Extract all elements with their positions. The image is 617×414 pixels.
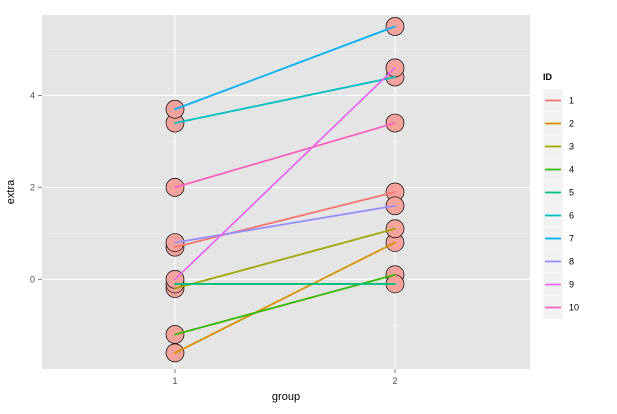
legend-label: 1 xyxy=(569,96,574,106)
y-axis-ticks: 0 2 4 xyxy=(30,90,42,284)
legend-title: ID xyxy=(543,72,553,82)
x-axis-title: group xyxy=(272,391,300,403)
series-line-10 xyxy=(174,122,396,189)
legend-label: 10 xyxy=(569,303,579,313)
series-line-2 xyxy=(174,241,396,354)
x-tick-label: 1 xyxy=(172,376,177,386)
legend-items: 1 2 3 4 5 6 7 8 9 10 xyxy=(542,88,579,320)
series-line-8 xyxy=(174,204,396,244)
series-line-7 xyxy=(174,25,396,111)
legend-label: 8 xyxy=(569,257,574,267)
y-tick-label: 2 xyxy=(30,182,35,192)
plot-panel xyxy=(42,15,530,369)
series-line-3 xyxy=(174,227,396,290)
series-line-1 xyxy=(174,191,396,249)
legend-label: 7 xyxy=(569,234,574,244)
legend-label: 4 xyxy=(569,165,574,175)
y-tick-label: 4 xyxy=(30,90,35,100)
legend-label: 6 xyxy=(569,211,574,221)
series-line-6 xyxy=(174,76,396,124)
y-tick-label: 0 xyxy=(30,274,35,284)
legend-label: 9 xyxy=(569,280,574,290)
minor-gridlines xyxy=(42,49,530,326)
y-axis-title: extra xyxy=(5,179,17,204)
series-line-9 xyxy=(174,66,396,281)
legend-label: 3 xyxy=(569,142,574,152)
series-lines xyxy=(174,25,396,354)
x-tick-label: 2 xyxy=(392,376,397,386)
legend-label: 5 xyxy=(569,188,574,198)
legend-label: 2 xyxy=(569,119,574,129)
legend: ID 1 2 3 4 5 6 7 8 9 10 xyxy=(542,72,579,320)
